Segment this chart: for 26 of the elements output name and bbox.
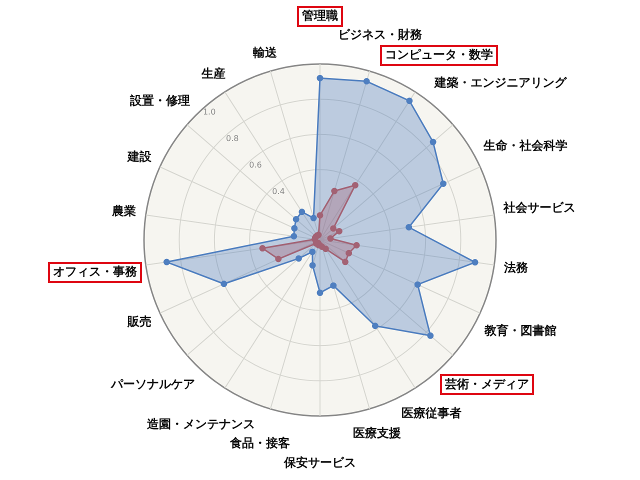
spoke-label: 建築・エンジニアリング [434,76,568,90]
y-tick-label: 0.6 [249,160,262,170]
spoke-label: 管理職 [301,8,338,23]
spoke-label: コンピュータ・数学 [384,47,493,62]
spoke-label: 社会サービス [502,200,576,215]
spoke-label: 生産 [200,66,226,80]
spoke-label: 輸送 [252,45,278,60]
spoke-label: 販売 [126,314,152,329]
y-tick-label: 1.0 [202,107,216,116]
y-tick-label: 0.4 [272,187,285,196]
spoke-label: 法務 [502,260,529,274]
spoke-label: 造園・メンテナンス [146,416,256,431]
y-tick-label: 0.8 [226,134,239,143]
spoke-label: 食品・接客 [229,436,290,450]
spoke-label: 建設 [126,150,152,164]
spoke-label: パーソナルケア [110,376,195,391]
spoke-label: 生命・社会科学 [482,138,568,152]
spoke-label: 教育・図書館 [484,324,557,338]
spoke-label: 医療従事者 [402,406,462,420]
spoke-label: オフィス・事務 [52,264,138,278]
spoke-label: 農業 [111,204,136,218]
spoke-label: 設置・修理 [128,93,190,108]
spoke-label: 芸術・メディア [444,376,530,391]
spoke-label: 保安サービス [283,456,356,470]
spoke-label: ビジネス・財務 [338,28,424,42]
spoke-label: 医療支援 [352,426,402,440]
